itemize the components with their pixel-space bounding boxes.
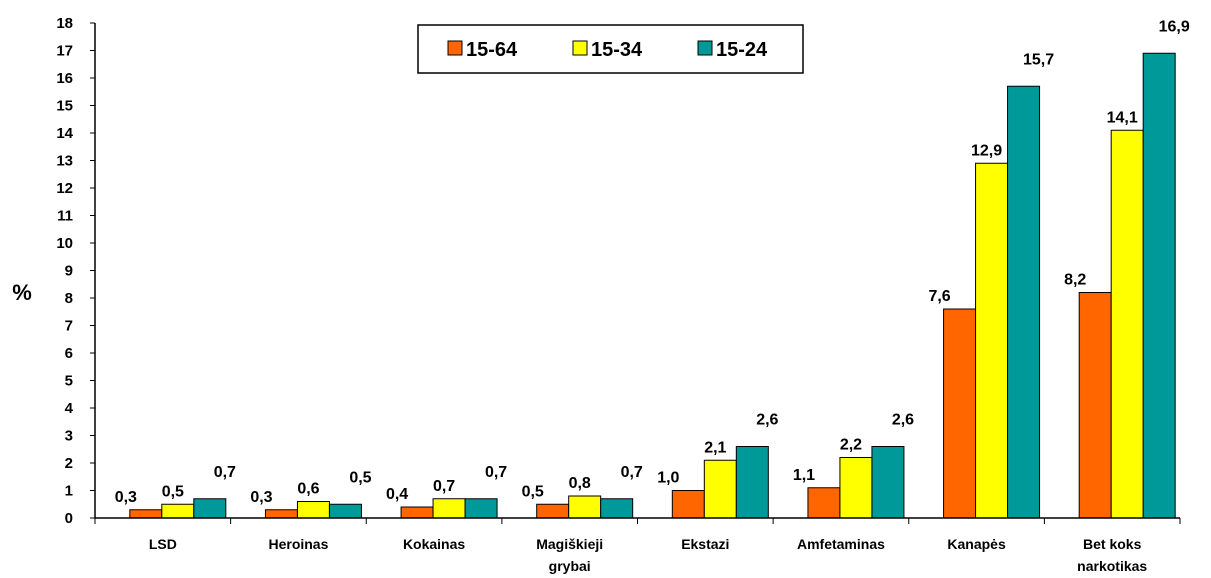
data-label: 2,1 [704, 439, 726, 456]
y-tick-label: 7 [65, 318, 73, 335]
bar-15-64 [400, 506, 434, 519]
bar-15-64 [671, 490, 705, 519]
legend-swatch [447, 40, 463, 56]
bar-15-34 [432, 498, 466, 519]
y-tick-label: 3 [65, 428, 73, 445]
data-label: 0,4 [386, 486, 408, 503]
y-tick-label: 18 [56, 15, 73, 32]
y-tick-label: 11 [57, 208, 73, 225]
data-label: 0,7 [214, 464, 236, 481]
category-label: Amfetaminas [797, 536, 885, 552]
legend-box [417, 24, 804, 74]
bar-15-34 [1110, 129, 1144, 519]
category-labels: LSD Heroinas Kokainas Magiškieji grybai Eksta… [149, 536, 1148, 574]
data-label: 0,5 [162, 483, 184, 500]
bar-15-64 [943, 308, 977, 519]
bar-15-34 [568, 495, 602, 519]
data-label: 2,6 [892, 412, 914, 429]
bar-15-24 [871, 446, 905, 519]
data-label: 7,6 [928, 288, 950, 305]
data-label: 14,1 [1107, 109, 1138, 126]
bar-15-64 [1078, 292, 1112, 519]
data-label: 0,8 [569, 475, 591, 492]
legend-label: 15-64 [466, 39, 518, 61]
data-label: 8,2 [1064, 272, 1086, 289]
data-label: 0,3 [115, 489, 137, 506]
y-tick-label: 9 [65, 263, 73, 280]
y-tick-label: 14 [56, 125, 73, 142]
legend: 15-64 15-34 15-24 [417, 24, 804, 74]
data-label: 0,5 [349, 469, 371, 486]
y-tick-label: 2 [65, 455, 73, 472]
y-axis-label: % [12, 280, 32, 305]
data-label: 1,1 [793, 467, 815, 484]
data-label: 15,7 [1023, 51, 1054, 68]
y-tick-label: 10 [56, 235, 73, 252]
y-tick-label: 1 [65, 483, 73, 500]
bar-15-24 [735, 446, 769, 519]
data-label: 2,2 [840, 437, 862, 454]
data-label: 0,7 [433, 478, 455, 495]
bar-15-24 [1142, 52, 1176, 519]
legend-swatch [572, 40, 588, 56]
category-label: Kokainas [403, 536, 465, 552]
legend-label: 15-34 [591, 39, 643, 61]
bar-15-64 [264, 509, 298, 519]
data-label: 0,7 [485, 464, 507, 481]
category-label: LSD [149, 536, 177, 552]
y-tick-label: 0 [65, 510, 73, 527]
data-label: 12,9 [971, 142, 1002, 159]
y-tick-label: 16 [56, 70, 73, 87]
data-label: 1,0 [657, 470, 679, 487]
y-tick-label: 15 [56, 98, 73, 115]
bar-15-64 [536, 503, 570, 519]
y-tick-label: 17 [56, 43, 73, 60]
data-label: 16,9 [1159, 18, 1190, 35]
bar-15-64 [807, 487, 841, 519]
y-tick-label: 5 [65, 373, 73, 390]
category-label: Heroinas [268, 536, 328, 552]
bar-15-34 [839, 457, 873, 519]
bar-15-34 [296, 501, 330, 519]
data-label: 0,6 [297, 481, 319, 498]
bars-layer [129, 52, 1176, 519]
bar-15-34 [975, 162, 1009, 519]
bar-15-24 [1007, 85, 1041, 519]
legend-swatch [697, 40, 713, 56]
bar-15-24 [464, 498, 498, 519]
bar-15-34 [703, 459, 737, 519]
bar-15-64 [129, 509, 163, 519]
data-labels: 0,3 0,3 0,4 0,5 1,0 1,1 7,6 8,2 0,5 0,6 0,7 0,8 2,1 2… [115, 18, 1190, 506]
category-label: Magiškieji grybai [536, 536, 603, 574]
category-label: Ekstazi [681, 536, 729, 552]
category-label: Kanapės [947, 536, 1006, 552]
bar-15-34 [161, 503, 195, 519]
data-label: 2,6 [756, 412, 778, 429]
data-label: 0,7 [621, 464, 643, 481]
y-tick-label: 4 [65, 400, 74, 417]
legend-label: 15-24 [716, 39, 768, 61]
y-tick-label: 12 [56, 180, 73, 197]
bar-15-24 [193, 498, 227, 519]
y-tick-label: 8 [65, 290, 73, 307]
category-label: Bet koks narkotikas [1077, 536, 1147, 574]
data-label: 0,3 [250, 489, 272, 506]
bar-15-24 [600, 498, 634, 519]
data-label: 0,5 [522, 483, 544, 500]
y-tick-label: 13 [56, 153, 73, 170]
axes-layer [90, 22, 1181, 524]
y-tick-label: 6 [65, 345, 73, 362]
bar-15-24 [328, 503, 362, 519]
